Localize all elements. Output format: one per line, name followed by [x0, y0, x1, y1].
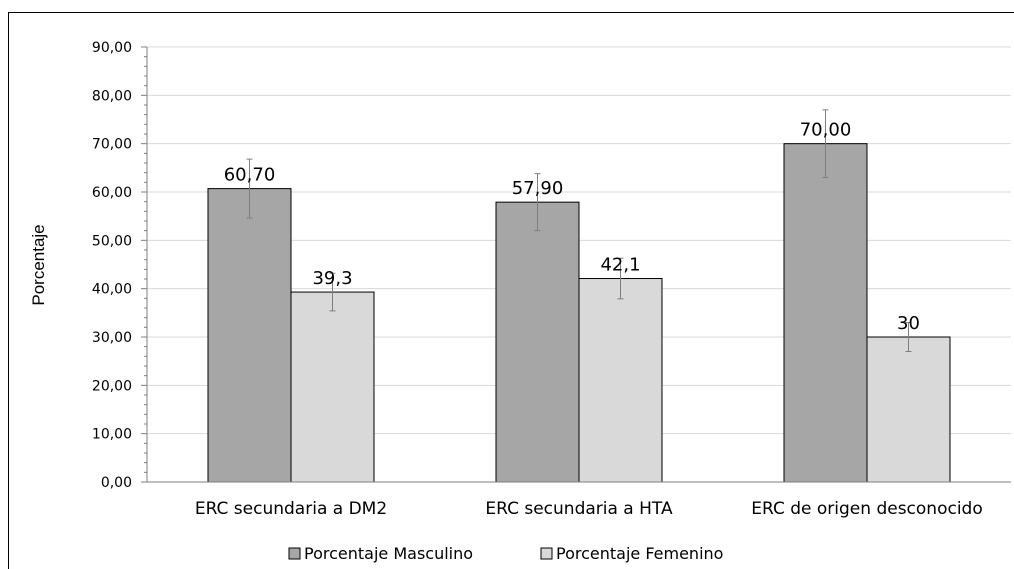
y-tick-label: 0,00 [101, 475, 132, 491]
data-label: 57,90 [512, 178, 564, 199]
x-category-label: ERC secundaria a HTA [485, 499, 673, 519]
bar-masculino [495, 201, 580, 483]
y-tick-label: 70,00 [92, 137, 132, 153]
y-tick-label: 80,00 [92, 88, 132, 104]
legend-swatch [540, 547, 553, 560]
y-tick-label: 30,00 [92, 330, 132, 346]
bar-femenino [578, 278, 663, 483]
data-label: 39,3 [312, 268, 352, 289]
legend-swatch [288, 547, 301, 560]
bar-masculino [783, 143, 868, 483]
data-label: 30 [897, 313, 920, 334]
x-axis: ERC secundaria a DM2 ERC secundaria a HTA… [147, 481, 1011, 519]
legend-label: Porcentaje Femenino [556, 544, 723, 563]
bar-femenino [866, 336, 951, 483]
y-tick-label: 90,00 [92, 40, 132, 56]
y-tick-label: 10,00 [92, 427, 132, 443]
bar-femenino [290, 291, 375, 483]
y-axis: 0,00 10,00 20,00 30,00 40,00 50,00 60,00 70,00 8… [92, 40, 148, 491]
y-axis-title: Porcentaje [29, 224, 48, 305]
bars [207, 143, 951, 483]
error-bars [246, 109, 912, 352]
y-tick-label: 40,00 [92, 282, 132, 298]
y-tick-label: 20,00 [92, 378, 132, 394]
data-label: 70,00 [800, 120, 852, 141]
y-tick-label: 50,00 [92, 233, 132, 249]
legend: Porcentaje Masculino Porcentaje Femenino [288, 544, 723, 563]
legend-label: Porcentaje Masculino [304, 544, 473, 563]
data-label: 60,70 [224, 165, 276, 186]
chart-frame [8, 12, 1014, 569]
x-category-label: ERC secundaria a DM2 [195, 499, 387, 519]
data-label: 42,1 [600, 255, 640, 276]
bar-masculino [207, 188, 292, 483]
y-tick-label: 60,00 [92, 185, 132, 201]
x-category-label: ERC de origen desconocido [751, 499, 982, 519]
data-labels: 60,70 39,3 57,90 42,1 70,00 30 [224, 120, 920, 334]
